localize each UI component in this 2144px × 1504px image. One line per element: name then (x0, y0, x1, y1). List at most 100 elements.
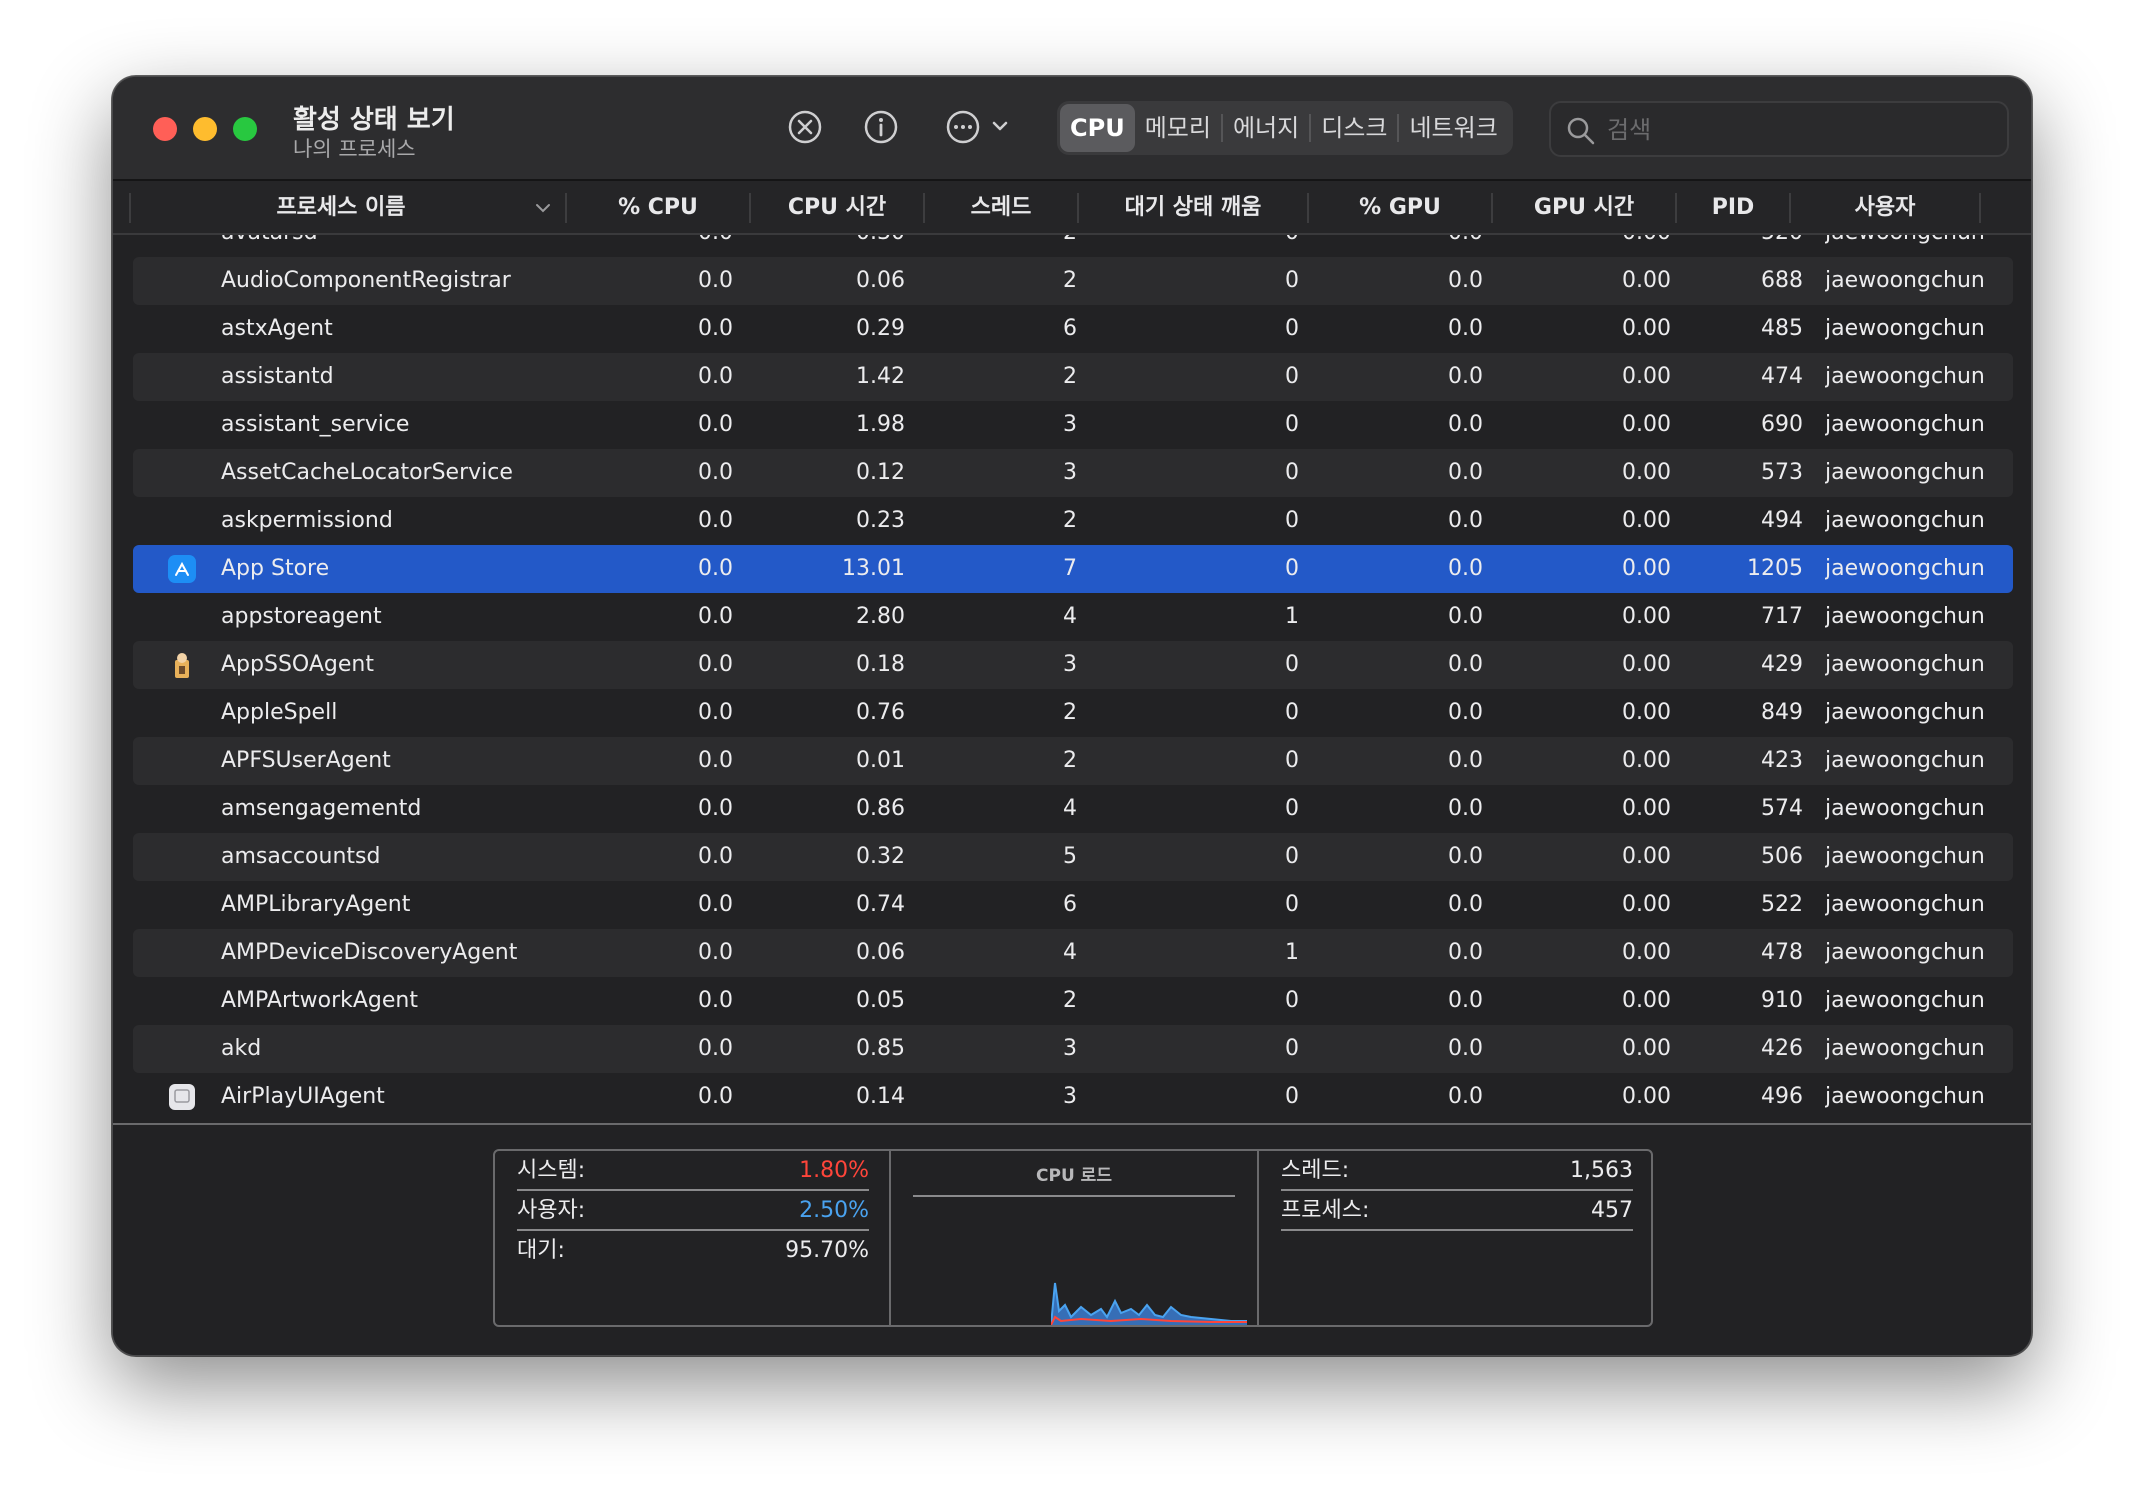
cpu-time: 0.74 (856, 892, 905, 917)
pid: 496 (1761, 1084, 1803, 1109)
column-header-cpu[interactable]: % CPU (618, 195, 698, 220)
tab-energy[interactable]: 에너지 (1232, 114, 1300, 142)
threads: 6 (1063, 316, 1077, 341)
threads: 3 (1063, 460, 1077, 485)
gpu-percent: 0.0 (1448, 412, 1483, 437)
gpu-time: 0.00 (1622, 508, 1671, 533)
idle-wake-ups: 0 (1285, 412, 1299, 437)
window-subtitle-process-filter[interactable]: 나의 프로세스 (293, 137, 416, 161)
table-row[interactable]: AppSSOAgent 0.0 0.18 3 0 0.0 0.00 429 jaewoongch… (133, 641, 2013, 689)
gpu-percent: 0.0 (1448, 1084, 1483, 1109)
sort-chevron-icon[interactable] (533, 198, 553, 218)
column-header-process-name[interactable]: 프로세스 이름 (276, 195, 406, 220)
system-value: 1.80% (799, 1158, 869, 1183)
info-icon[interactable] (861, 107, 901, 147)
cpu-summary-footer: 시스템: 1.80% 사용자: 2.50% 대기: 95.70% CPU 로드 (113, 1123, 2031, 1355)
user: jaewoongchung (1825, 988, 1985, 1013)
gpu-percent: 0.0 (1448, 748, 1483, 773)
gpu-time: 0.00 (1622, 460, 1671, 485)
tab-network[interactable]: 네트워크 (1409, 114, 1498, 142)
gpu-time: 0.00 (1622, 700, 1671, 725)
table-row[interactable]: assistant_service 0.0 1.98 3 0 0.0 0.00 690 jaew… (133, 401, 2013, 449)
gpu-percent: 0.0 (1448, 844, 1483, 869)
gpu-time: 0.00 (1622, 940, 1671, 965)
cpu-percent: 0.0 (698, 604, 733, 629)
column-header-pid[interactable]: PID (1711, 195, 1755, 220)
table-row[interactable]: AMPArtworkAgent 0.0 0.05 2 0 0.0 0.00 910 jaewoo… (133, 977, 2013, 1025)
table-row[interactable]: amsaccountsd 0.0 0.32 5 0 0.0 0.00 506 jaewoongc… (133, 833, 2013, 881)
column-header-cpu-time[interactable]: CPU 시간 (787, 195, 887, 220)
table-row[interactable]: askpermissiond 0.0 0.23 2 0 0.0 0.00 494 jaewoon… (133, 497, 2013, 545)
cpu-time: 0.29 (856, 316, 905, 341)
table-row[interactable]: AMPDeviceDiscoveryAgent 0.0 0.06 4 1 0.0 0.00 4… (133, 929, 2013, 977)
column-header-threads[interactable]: 스레드 (970, 195, 1032, 220)
table-row[interactable]: akd 0.0 0.85 3 0 0.0 0.00 426 jaewoongchung (133, 1025, 2013, 1073)
idle-wake-ups: 0 (1285, 700, 1299, 725)
gpu-percent: 0.0 (1448, 604, 1483, 629)
tab-disk[interactable]: 디스크 (1321, 114, 1388, 142)
column-header-idle-wake-ups[interactable]: 대기 상태 깨움 (1124, 195, 1262, 220)
table-row[interactable]: avatarsd 0.0 0.30 2 0 0.0 0.00 520 jaewo… (133, 235, 2013, 257)
pid: 688 (1761, 268, 1803, 293)
cpu-percent: 0.0 (698, 316, 733, 341)
zoom-window-button[interactable] (233, 117, 257, 141)
pid: 485 (1761, 316, 1803, 341)
table-row[interactable]: AirPlayUIAgent 0.0 0.14 3 0 0.0 0.00 496 jaewoon… (133, 1073, 2013, 1121)
process-name: APFSUserAgent (221, 748, 391, 773)
table-row[interactable]: APFSUserAgent 0.0 0.01 2 0 0.0 0.00 423 jaewoong… (133, 737, 2013, 785)
cpu-time: 0.06 (856, 940, 905, 965)
user: jaewoongchung (1825, 796, 1985, 821)
user: jaewoongchung (1825, 268, 1985, 293)
threads: 6 (1063, 892, 1077, 917)
table-row[interactable]: astxAgent 0.0 0.29 6 0 0.0 0.00 485 jaewoongchun… (133, 305, 2013, 353)
cpu-time: 0.01 (856, 748, 905, 773)
table-row[interactable]: appstoreagent 0.0 2.80 4 1 0.0 0.00 717 jaewoong… (133, 593, 2013, 641)
title-bar: 활성 상태 보기 나의 프로세스 CPU 메모리 에너지 디스크 네트워크 (113, 77, 2031, 181)
column-divider (129, 193, 131, 223)
process-name: amsengagementd (221, 796, 422, 821)
table-row[interactable]: AMPLibraryAgent 0.0 0.74 6 0 0.0 0.00 522 jaewoo… (133, 881, 2013, 929)
gpu-percent: 0.0 (1448, 364, 1483, 389)
column-divider (749, 193, 751, 223)
column-header-gpu-time[interactable]: GPU 시간 (1533, 195, 1635, 220)
search-icon (1567, 117, 1595, 145)
minimize-window-button[interactable] (193, 117, 217, 141)
tab-memory[interactable]: 메모리 (1144, 114, 1211, 142)
process-name: askpermissiond (221, 508, 393, 533)
column-divider (1491, 193, 1493, 223)
tab-cpu[interactable]: CPU (1060, 104, 1135, 152)
cpu-load-divider (913, 1195, 1235, 1197)
table-row[interactable]: App Store 0.0 13.01 7 0 0.0 0.00 1205 jaewoongch… (133, 545, 2013, 593)
tab-divider (1220, 114, 1223, 142)
gpu-percent: 0.0 (1448, 700, 1483, 725)
table-row[interactable]: AppleSpell 0.0 0.76 2 0 0.0 0.00 849 jaewoongchu… (133, 689, 2013, 737)
gpu-percent: 0.0 (1448, 652, 1483, 677)
cpu-percent: 0.0 (698, 364, 733, 389)
threads: 3 (1063, 412, 1077, 437)
idle-wake-ups: 0 (1285, 460, 1299, 485)
cpu-time: 0.32 (856, 844, 905, 869)
ellipsis-circle-icon[interactable] (943, 107, 983, 147)
process-name: amsaccountsd (221, 844, 381, 869)
threads: 4 (1063, 940, 1077, 965)
table-row[interactable]: AssetCacheLocatorService 0.0 0.12 3 0 0.0 0.00… (133, 449, 2013, 497)
column-divider (1307, 193, 1309, 223)
cpu-percent: 0.0 (698, 1036, 733, 1061)
column-header-gpu[interactable]: % GPU (1359, 195, 1441, 220)
chevron-down-icon[interactable] (989, 115, 1011, 137)
cpu-time: 0.86 (856, 796, 905, 821)
close-window-button[interactable] (153, 117, 177, 141)
table-row[interactable]: assistantd 0.0 1.42 2 0 0.0 0.00 474 jaewoongchu… (133, 353, 2013, 401)
user: jaewoongchung (1825, 748, 1985, 773)
gpu-time: 0.00 (1622, 988, 1671, 1013)
column-divider (1789, 193, 1791, 223)
table-row[interactable]: amsengagementd 0.0 0.86 4 0 0.0 0.00 574 jaewoon… (133, 785, 2013, 833)
table-row[interactable]: AudioComponentRegistrar 0.0 0.06 2 0 0.0 0.00 6… (133, 257, 2013, 305)
column-header-user[interactable]: 사용자 (1854, 195, 1916, 220)
cpu-percent: 0.0 (583, 235, 733, 257)
cpu-time: 0.12 (856, 460, 905, 485)
search-input[interactable] (1607, 111, 1987, 149)
x-circle-icon[interactable] (785, 107, 825, 147)
idle-label: 대기: (517, 1238, 565, 1263)
user: jaewoongchung (1825, 412, 1985, 437)
